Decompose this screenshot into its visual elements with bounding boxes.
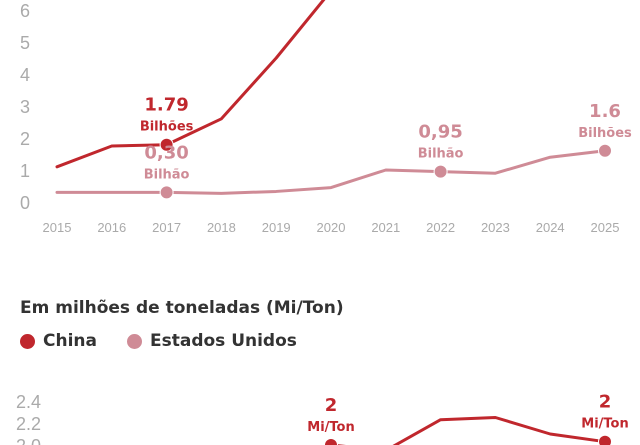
data-label-unit: Bilhão [144,167,190,182]
x-tick-label: 2015 [43,220,72,235]
legend: China Estados Unidos [20,331,327,351]
data-label-value: 1.79 [144,95,188,116]
usa-legend-dot-icon [126,333,142,349]
x-tick-label: 2020 [317,220,346,235]
y-tick-label: 0 [20,193,30,213]
y-tick-label: 2 [20,129,30,149]
x-tick-label: 2023 [481,220,510,235]
chart-volume-line: 0 1 2 3 4 5 6 2015 2016 2017 2018 2019 2020 2021 2022 2… [20,0,632,235]
series-line-usa [55,149,607,195]
x-tick-label: 2024 [536,220,565,235]
data-label-unit: Bilhão [418,147,464,162]
data-label-value: 1.6 [589,101,621,122]
data-point-marker [433,164,448,179]
legend-label: China [43,331,97,351]
x-tick-label: 2021 [371,220,400,235]
data-label-unit: Bilhões [578,126,632,141]
y-tick-label: 2.0 [16,436,41,445]
legend-item-usa: Estados Unidos [126,331,297,351]
data-label-value: 2 [325,395,338,416]
x-tick-label: 2022 [426,220,455,235]
y-tick-label: 1 [20,161,30,181]
data-point-marker [324,438,338,445]
y-tick-label: 2.2 [16,414,41,434]
data-point-marker [159,185,174,200]
chart-section-title: Em milhões de toneladas (Mi/Ton) [20,298,344,318]
data-label-unit: Mi/Ton [307,420,354,435]
data-point-marker [598,143,612,158]
y-tick-label: 2.4 [16,392,41,412]
data-label-value: 2 [599,392,612,413]
data-point-marker [159,137,174,152]
data-label-unit: Bilhões [140,120,194,135]
x-tick-label: 2019 [262,220,291,235]
china-legend-dot-icon [20,333,35,349]
x-tick-label: 2025 [591,220,620,235]
y-tick-label: 4 [20,65,30,85]
data-label-value: 0,30 [144,142,188,163]
series-line-china [55,0,326,169]
y-tick-label: 6 [20,1,30,21]
data-point-marker [598,434,612,445]
x-tick-label: 2016 [97,220,126,235]
data-label-value: 0,95 [418,122,462,143]
series-line-china [329,416,607,445]
data-label-unit: Mi/Ton [581,417,628,432]
y-tick-label: 3 [20,97,30,117]
x-tick-label: 2017 [152,220,181,235]
y-tick-label: 5 [20,33,30,53]
legend-item-china: China [20,331,97,351]
chart-tonnage-line: 2.42.2 2.0 2 Mi/Ton 2 Mi/Ton [16,392,629,445]
x-tick-label: 2018 [207,220,236,235]
legend-label: Estados Unidos [149,331,297,351]
